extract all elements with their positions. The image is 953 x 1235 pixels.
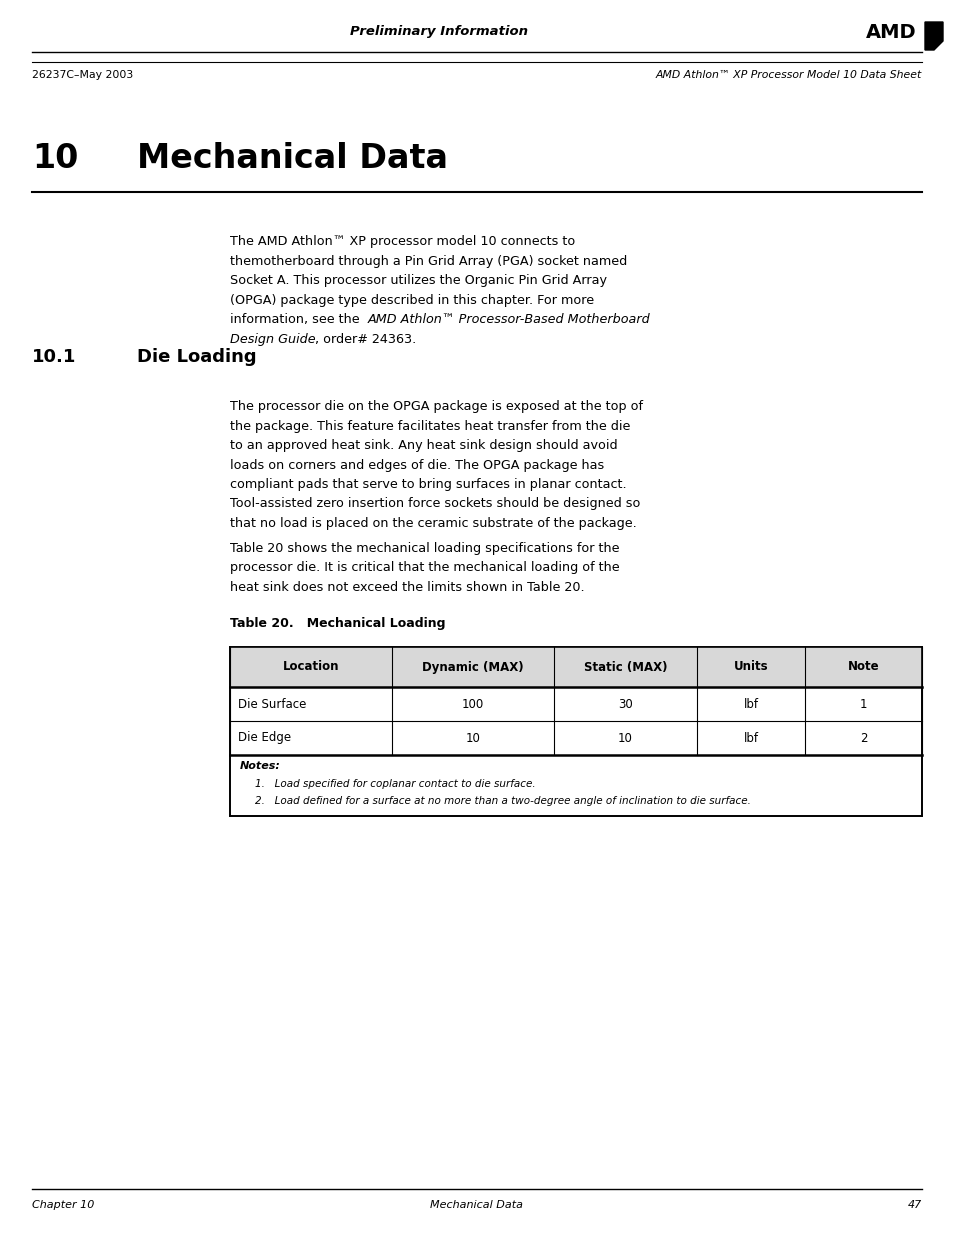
Text: Die Surface: Die Surface <box>237 698 306 710</box>
Text: Static (MAX): Static (MAX) <box>583 661 666 673</box>
Text: ◣: ◣ <box>923 30 936 38</box>
Text: 2.   Load defined for a surface at no more than a two-degree angle of inclinatio: 2. Load defined for a surface at no more… <box>254 797 750 806</box>
Text: Socket A. This processor utilizes the Organic Pin Grid Array: Socket A. This processor utilizes the Or… <box>230 274 606 287</box>
Bar <box>230 647 921 816</box>
Text: heat sink does not exceed the limits shown in Table 20.: heat sink does not exceed the limits sho… <box>230 580 584 594</box>
Polygon shape <box>924 22 942 49</box>
Text: to an approved heat sink. Any heat sink design should avoid: to an approved heat sink. Any heat sink … <box>230 438 617 452</box>
Text: 1.   Load specified for coplanar contact to die surface.: 1. Load specified for coplanar contact t… <box>254 779 535 789</box>
Text: 10: 10 <box>465 731 479 745</box>
Text: The processor die on the OPGA package is exposed at the top of: The processor die on the OPGA package is… <box>230 400 642 412</box>
Text: 26237C–May 2003: 26237C–May 2003 <box>32 70 133 80</box>
Text: Units: Units <box>733 661 768 673</box>
Text: Dynamic (MAX): Dynamic (MAX) <box>421 661 523 673</box>
Text: lbf: lbf <box>743 731 758 745</box>
Text: Preliminary Information: Preliminary Information <box>350 26 527 38</box>
Text: Mechanical Data: Mechanical Data <box>137 142 448 175</box>
Text: The AMD Athlon™ XP processor model 10 connects to: The AMD Athlon™ XP processor model 10 co… <box>230 235 575 248</box>
Text: 10: 10 <box>32 142 78 175</box>
Text: information, see the: information, see the <box>230 312 363 326</box>
Text: Die Edge: Die Edge <box>237 731 291 745</box>
Text: 47: 47 <box>907 1200 921 1210</box>
Text: (OPGA) package type described in this chapter. For more: (OPGA) package type described in this ch… <box>230 294 594 306</box>
Text: 2: 2 <box>859 731 866 745</box>
Text: Notes:: Notes: <box>240 761 280 771</box>
Text: 1: 1 <box>859 698 866 710</box>
Text: AMD Athlon™ XP Processor Model 10 Data Sheet: AMD Athlon™ XP Processor Model 10 Data S… <box>655 70 921 80</box>
Text: loads on corners and edges of die. The OPGA package has: loads on corners and edges of die. The O… <box>230 458 603 472</box>
Text: that no load is placed on the ceramic substrate of the package.: that no load is placed on the ceramic su… <box>230 517 636 530</box>
Text: processor die. It is critical that the mechanical loading of the: processor die. It is critical that the m… <box>230 562 619 574</box>
Text: 10: 10 <box>618 731 632 745</box>
Text: Die Loading: Die Loading <box>137 348 256 366</box>
Text: AMD Athlon™ Processor-Based Motherboard: AMD Athlon™ Processor-Based Motherboard <box>368 312 650 326</box>
Text: Location: Location <box>282 661 338 673</box>
Text: lbf: lbf <box>743 698 758 710</box>
Text: Mechanical Data: Mechanical Data <box>430 1200 523 1210</box>
Text: Chapter 10: Chapter 10 <box>32 1200 94 1210</box>
Text: Table 20.   Mechanical Loading: Table 20. Mechanical Loading <box>230 618 445 630</box>
Text: Design Guide: Design Guide <box>230 332 315 346</box>
Text: Note: Note <box>847 661 879 673</box>
Text: compliant pads that serve to bring surfaces in planar contact.: compliant pads that serve to bring surfa… <box>230 478 626 492</box>
Text: the package. This feature facilitates heat transfer from the die: the package. This feature facilitates he… <box>230 420 630 432</box>
Text: AMD: AMD <box>865 22 916 42</box>
Text: Table 20 shows the mechanical loading specifications for the: Table 20 shows the mechanical loading sp… <box>230 542 618 555</box>
Text: 30: 30 <box>618 698 632 710</box>
Bar <box>230 647 921 687</box>
Text: , order# 24363.: , order# 24363. <box>314 332 416 346</box>
Text: 10.1: 10.1 <box>32 348 76 366</box>
Text: 100: 100 <box>461 698 483 710</box>
Text: themotherboard through a Pin Grid Array (PGA) socket named: themotherboard through a Pin Grid Array … <box>230 254 626 268</box>
Text: Tool-assisted zero insertion force sockets should be designed so: Tool-assisted zero insertion force socke… <box>230 498 639 510</box>
